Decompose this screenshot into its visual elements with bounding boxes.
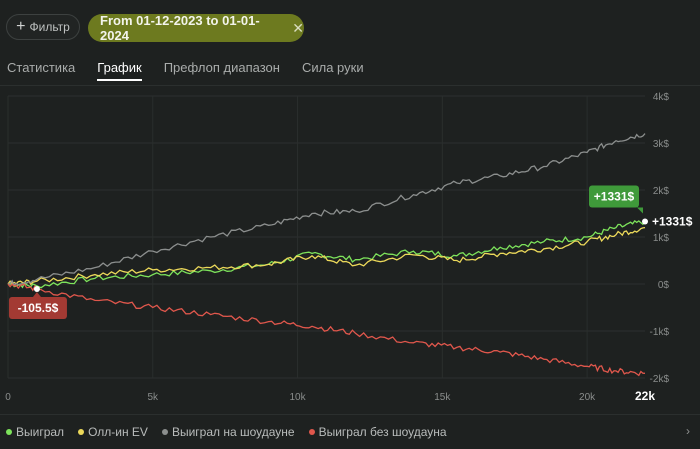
min-badge-bg: [8, 296, 67, 319]
tab-hand-strength[interactable]: Сила руки: [301, 60, 364, 75]
x-axis: 0 5k 10k 15k 20k 22k: [5, 389, 655, 403]
y-tick-label: 2k$: [653, 186, 670, 197]
tab-statistics[interactable]: Статистика: [7, 60, 76, 75]
chart[interactable]: 4k$ 3k$ 2k$ 1k$ 0$ -1k$ -2k$ 0 5k 10k 15k 20k 22k +…: [0, 86, 700, 414]
close-icon[interactable]: ✕: [292, 19, 304, 36]
x-tick-label: 5k: [147, 392, 159, 403]
x-tick-label: 10k: [289, 392, 306, 403]
legend-label: Олл-ин EV: [88, 425, 148, 439]
legend-dot: [78, 429, 85, 435]
legend-label: Выиграл на шоудауне: [171, 425, 295, 439]
tabs-bar: Статистика График Префлоп диапазон Сила …: [7, 60, 386, 81]
end-label: +1331$: [652, 214, 693, 228]
legend-item-won[interactable]: Выиграл: [6, 425, 64, 439]
date-range-chip[interactable]: From 01-12-2023 to 01-01-2024 ✕: [88, 13, 304, 43]
max-badge-label: +1331$: [594, 189, 635, 203]
max-badge-bg: [589, 185, 639, 208]
series-line: [7, 133, 646, 287]
min-badge-pointer: [32, 291, 41, 297]
legend-dot: [308, 429, 315, 435]
legend-divider: [0, 414, 700, 415]
series-line: [7, 226, 646, 286]
max-badge: +1331$: [589, 185, 643, 214]
min-point: [33, 285, 40, 292]
legend-item-won-showdown[interactable]: Выиграл на шоудауне: [161, 425, 295, 439]
legend-label: Выиграл: [16, 425, 65, 439]
y-tick-label: -1k$: [650, 327, 670, 338]
series-lines: [7, 133, 646, 377]
y-axis: 4k$ 3k$ 2k$ 1k$ 0$ -1k$ -2k$: [650, 92, 670, 385]
filter-label: Фильтр: [29, 20, 70, 34]
y-tick-label: 3k$: [653, 139, 670, 150]
legend-label: Выиграл без шоудауна: [318, 425, 447, 439]
chevron-right-icon[interactable]: ›: [686, 424, 690, 438]
legend-item-won-non-showdown[interactable]: Выиграл без шоудауна: [308, 425, 447, 439]
max-badge-pointer: [637, 207, 643, 214]
chart-grid: [7, 95, 645, 379]
filter-button[interactable]: + Фильтр: [6, 14, 80, 40]
legend-item-allin-ev[interactable]: Олл-ин EV: [78, 425, 148, 439]
tab-graph[interactable]: График: [97, 60, 142, 81]
chart-annotations: +1331$ +1331$ -105.5$: [8, 185, 693, 319]
x-tick-label: 20k: [579, 392, 596, 403]
min-badge: -105.5$: [8, 291, 67, 319]
legend-dot: [161, 429, 168, 435]
legend-dot: [6, 429, 12, 435]
y-tick-label: 1k$: [653, 233, 670, 244]
x-tick-label: 0: [5, 392, 11, 403]
x-tick-label: 22k: [635, 389, 655, 403]
x-tick-label: 15k: [434, 392, 451, 403]
date-range-label: From 01-12-2023 to 01-01-2024: [100, 13, 260, 43]
legend: Выиграл Олл-ин EV Выиграл на шоудауне Вы…: [6, 425, 447, 439]
series-line: [7, 283, 646, 377]
tabs-divider: [0, 85, 700, 86]
y-tick-label: -2k$: [650, 374, 670, 385]
end-point: [642, 218, 648, 225]
tab-preflop-range[interactable]: Префлоп диапазон: [163, 60, 280, 75]
y-tick-label: 4k$: [653, 92, 670, 103]
plus-icon: +: [16, 18, 26, 35]
y-tick-label: 0$: [658, 280, 670, 291]
min-badge-label: -105.5$: [18, 301, 59, 315]
series-line: [7, 219, 646, 289]
